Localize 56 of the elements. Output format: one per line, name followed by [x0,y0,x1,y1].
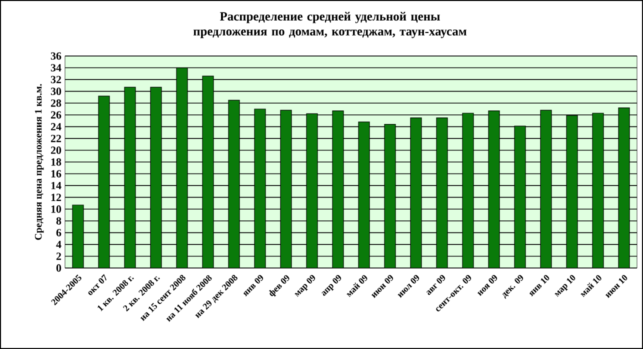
y-tick-label: 4 [56,240,62,248]
x-tick-label: янв 09 [244,275,264,297]
bar [98,96,110,268]
bar [384,124,396,268]
y-tick-label: 34 [50,64,62,72]
y-tick-label: 8 [56,217,62,225]
chart-title: Распределение средней удельной цены предложения по домам, коттеджам, таун-хаусам [193,12,466,38]
y-tick-label: 0 [56,264,62,272]
y-tick-label: 14 [51,182,62,190]
x-tick-label: авг 09 [426,275,446,295]
bar [254,108,266,268]
x-tick-label: июн 10 [605,275,628,298]
bar [150,86,162,268]
y-tick-label: 6 [56,228,62,236]
y-tick-label: 24 [50,123,62,130]
x-tick-label: фев 09 [268,275,290,297]
bar [436,118,448,268]
bar [514,126,526,268]
y-tick-label: 2 [56,252,61,260]
bar [462,112,474,268]
bar [410,118,422,268]
bar [202,76,214,268]
x-tick-label: ноя 09 [477,275,498,296]
bar [618,108,630,268]
x-tick-label: апр 09 [322,275,342,296]
y-tick-label: 20 [50,146,62,154]
y-tick-label: 26 [50,111,62,119]
y-tick-label: 30 [50,88,62,96]
bar [488,110,500,268]
x-tick-label: июн 09 [371,275,394,298]
y-tick-label: 16 [51,170,62,178]
y-tick-label: 28 [50,99,62,107]
x-tick-label: мар 09 [294,275,316,297]
bar [566,115,578,268]
bar [358,122,370,268]
y-axis-title: Средняя цена предложения 1 кв.м. [34,84,44,240]
y-tick-label: 18 [51,158,62,166]
bar [306,113,318,268]
x-tick-label: дек. 09 [502,275,524,299]
y-tick-label: 10 [51,205,62,213]
bar [540,110,552,268]
y-tick-label: 32 [50,76,61,84]
y-tick-label: 36 [50,52,62,60]
x-tick-label: окт 07 [88,274,106,296]
bar [176,67,188,268]
x-tick-label: янв 10 [530,275,550,297]
y-tick-label: 12 [51,194,61,201]
x-tick-label: июл 09 [398,275,420,298]
bar [228,100,240,268]
bar [592,112,604,268]
bar [332,110,344,268]
x-tick-label: мар 10 [554,275,576,297]
bar [280,110,292,268]
x-tick-label: май 10 [580,275,602,298]
bar [124,86,136,268]
y-tick-label: 22 [50,134,61,142]
